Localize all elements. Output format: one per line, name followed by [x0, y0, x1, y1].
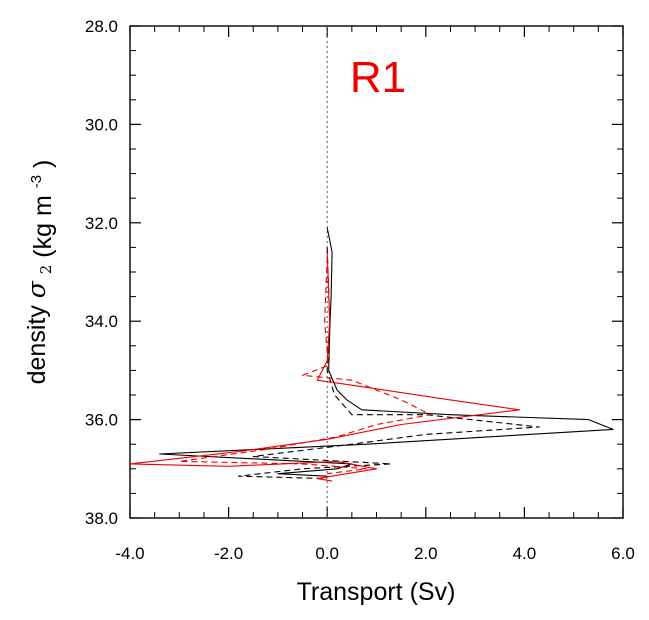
y-axis-title-unit-close: ) — [29, 160, 57, 168]
x-tick-label: 0.0 — [315, 544, 339, 563]
series-line-4-red-dashed — [178, 257, 432, 475]
y-axis-title-symbol: σ — [22, 280, 51, 298]
panel-label: R1 — [350, 53, 406, 102]
y-tick-label: 32.0 — [85, 214, 118, 233]
y-axis-title-symbol-sub: 2 — [37, 265, 55, 275]
x-tick-label: 6.0 — [611, 544, 635, 563]
y-axis-title: density σ 2 (kg m -3 ) — [19, 160, 57, 385]
series-line-3-red-solid — [129, 252, 521, 482]
x-axis-title: Transport (Sv) — [297, 578, 456, 606]
x-tick-label: 4.0 — [513, 544, 537, 563]
ticks-layer: -4.0 -2.0 0.0 2.0 4.0 6.0 28.0 30.0 32.0 34.0 36.0… — [85, 17, 635, 563]
y-axis-title-unit-open: (kg m — [29, 195, 57, 258]
x-tick-label: -4.0 — [115, 544, 144, 563]
y-tick-label: 30.0 — [85, 115, 118, 134]
y-tick-label: 38.0 — [85, 509, 118, 528]
y-tick-label: 28.0 — [85, 17, 118, 36]
y-tick-label: 36.0 — [85, 411, 118, 430]
y-axis-title-prefix: density — [23, 305, 51, 385]
y-tick-label: 34.0 — [85, 312, 118, 331]
series-line-1-black-solid — [159, 227, 614, 477]
x-tick-label: 2.0 — [414, 544, 438, 563]
x-tick-label: -2.0 — [214, 544, 243, 563]
y-axis-title-unit-sup: -3 — [28, 175, 45, 188]
series-line-2-black-dashed — [237, 247, 540, 480]
series-layer — [129, 227, 614, 482]
